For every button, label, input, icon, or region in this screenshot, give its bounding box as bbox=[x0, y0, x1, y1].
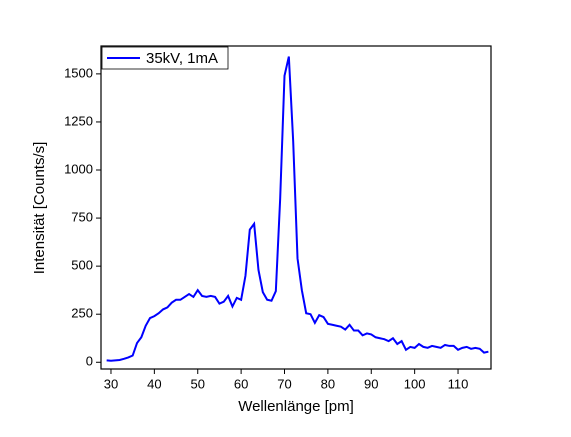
y-tick-label: 250 bbox=[71, 306, 93, 321]
y-tick-label: 1250 bbox=[64, 113, 93, 128]
y-axis-label: Intensität [Counts/s] bbox=[31, 142, 48, 275]
x-tick-label: 50 bbox=[191, 376, 205, 391]
y-tick-label: 500 bbox=[71, 258, 93, 273]
x-tick-label: 90 bbox=[364, 376, 378, 391]
x-tick-label: 30 bbox=[104, 376, 118, 391]
y-tick-label: 0 bbox=[86, 354, 93, 369]
x-axis-label: Wellenlänge [pm] bbox=[238, 398, 354, 415]
x-tick-label: 60 bbox=[234, 376, 248, 391]
plot-frame bbox=[100, 45, 492, 370]
x-tick-label: 80 bbox=[321, 376, 335, 391]
y-tick-label: 750 bbox=[71, 210, 93, 225]
line bbox=[106, 56, 489, 362]
y-tick-label: 1500 bbox=[64, 65, 93, 80]
x-tick-label: 110 bbox=[448, 376, 469, 391]
x-tick-label: 70 bbox=[277, 376, 291, 391]
legend-label: 35kV, 1mA bbox=[146, 50, 218, 67]
x-tick-label: 40 bbox=[147, 376, 161, 391]
y-tick-label: 1000 bbox=[64, 161, 93, 176]
legend-box bbox=[101, 46, 229, 70]
x-tick-label: 100 bbox=[404, 376, 426, 391]
